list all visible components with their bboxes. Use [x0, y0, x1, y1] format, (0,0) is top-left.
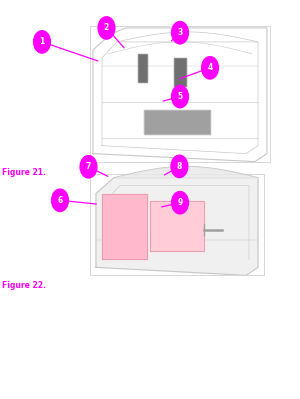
- FancyBboxPatch shape: [90, 174, 264, 275]
- Text: 8: 8: [177, 162, 182, 171]
- Circle shape: [172, 22, 188, 44]
- Text: 3: 3: [177, 28, 183, 37]
- Polygon shape: [96, 178, 258, 275]
- FancyBboxPatch shape: [90, 26, 270, 162]
- Circle shape: [202, 57, 218, 79]
- Text: 6: 6: [57, 196, 63, 205]
- Circle shape: [172, 192, 188, 214]
- Text: 4: 4: [207, 63, 213, 72]
- Polygon shape: [144, 110, 210, 134]
- Text: 2: 2: [104, 24, 109, 32]
- Text: Figure 22.: Figure 22.: [2, 281, 46, 290]
- Circle shape: [98, 17, 115, 39]
- Polygon shape: [150, 201, 204, 251]
- Text: 7: 7: [86, 162, 91, 171]
- Polygon shape: [138, 54, 147, 82]
- Circle shape: [34, 31, 50, 53]
- Text: 9: 9: [177, 198, 183, 207]
- Text: Figure 21.: Figure 21.: [2, 168, 46, 178]
- Polygon shape: [102, 194, 147, 259]
- Circle shape: [52, 189, 68, 211]
- Polygon shape: [174, 58, 186, 86]
- Circle shape: [171, 155, 188, 178]
- Text: 1: 1: [39, 38, 45, 46]
- Circle shape: [80, 156, 97, 178]
- Text: 5: 5: [177, 92, 183, 101]
- Circle shape: [172, 85, 188, 108]
